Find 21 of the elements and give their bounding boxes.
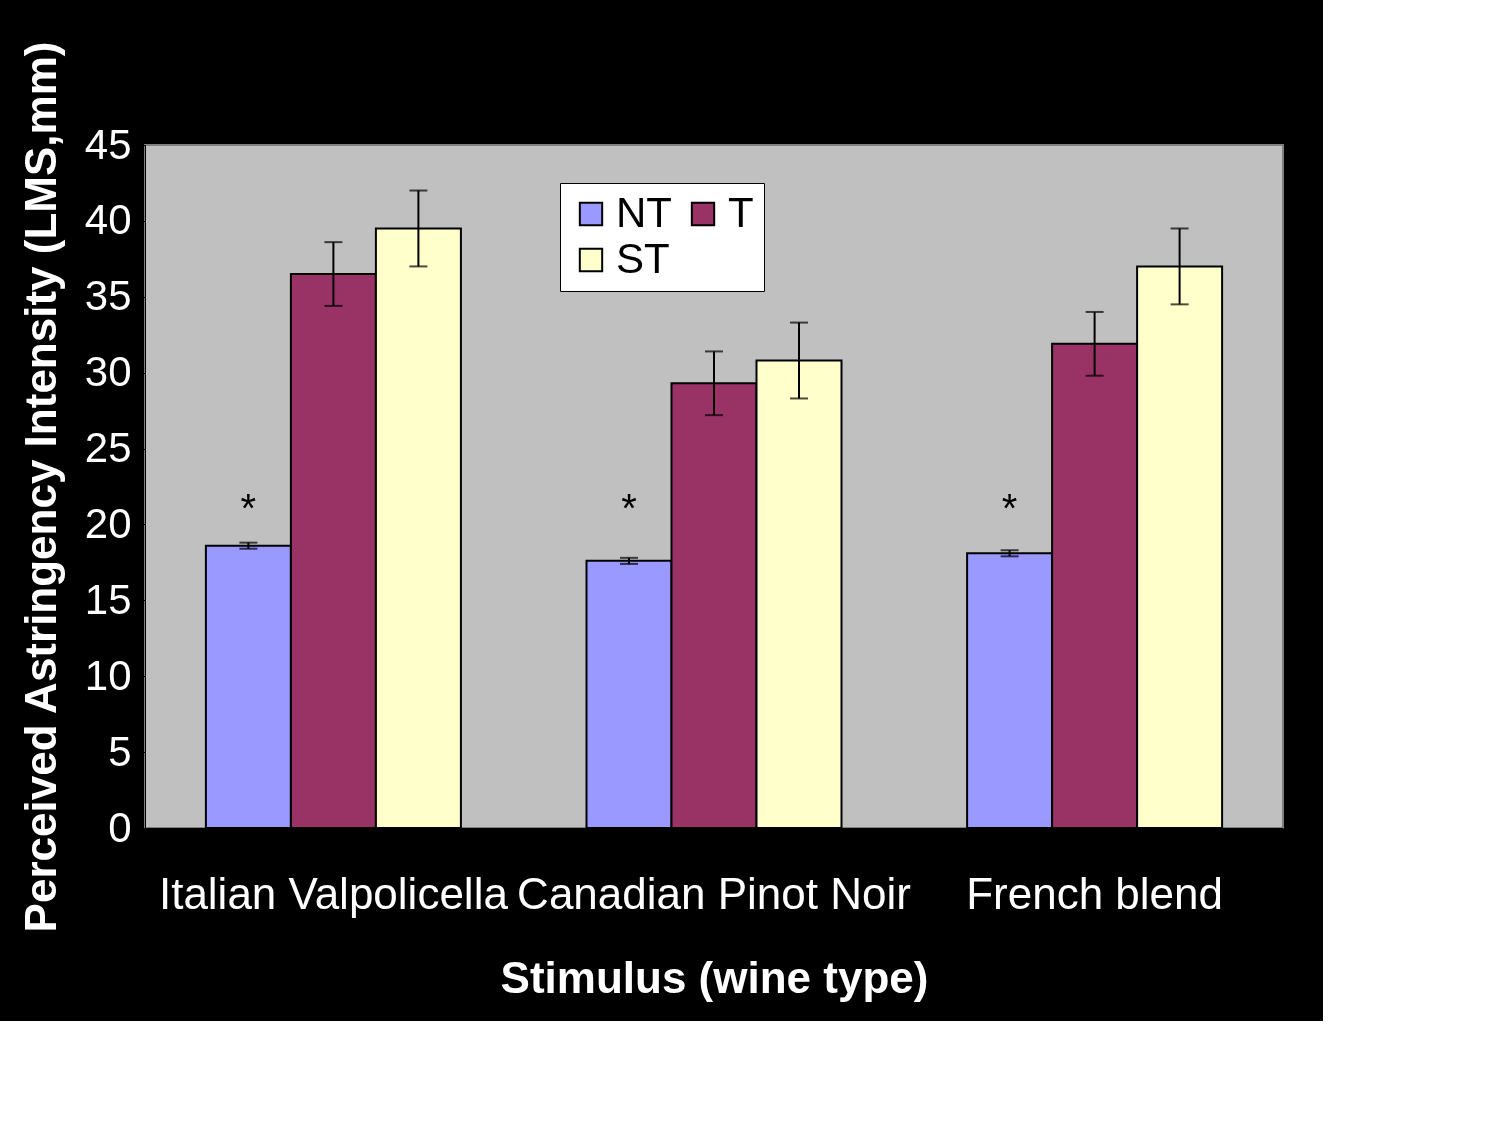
legend-label: T xyxy=(728,189,754,236)
x-tick-label: Italian Valpolicella xyxy=(158,868,509,918)
legend-label: NT xyxy=(616,189,672,236)
annotation: * xyxy=(240,486,257,530)
y-tick-label: 35 xyxy=(84,272,132,320)
y-tick-label: 5 xyxy=(108,727,132,775)
y-axis-title: Perceived Astringency Intensity (LMS,mm) xyxy=(15,41,65,933)
y-tick-label: 15 xyxy=(84,575,132,623)
y-tick-label: 45 xyxy=(84,120,132,168)
y-tick-label: 40 xyxy=(84,196,132,244)
y-tick-label: 0 xyxy=(108,803,132,851)
legend-label: ST xyxy=(616,235,670,282)
y-tick-label: 20 xyxy=(84,499,132,547)
y-tick-label: 10 xyxy=(84,651,132,699)
y-tick-label: 30 xyxy=(84,348,132,396)
y-tick-label: 25 xyxy=(84,424,132,472)
annotation: * xyxy=(621,486,637,530)
x-tick-label: Canadian Pinot Noir xyxy=(517,868,911,918)
x-tick-label: French blend xyxy=(966,868,1224,918)
x-axis-title: Stimulus (wine type) xyxy=(500,952,929,1002)
annotation: * xyxy=(1001,486,1018,530)
